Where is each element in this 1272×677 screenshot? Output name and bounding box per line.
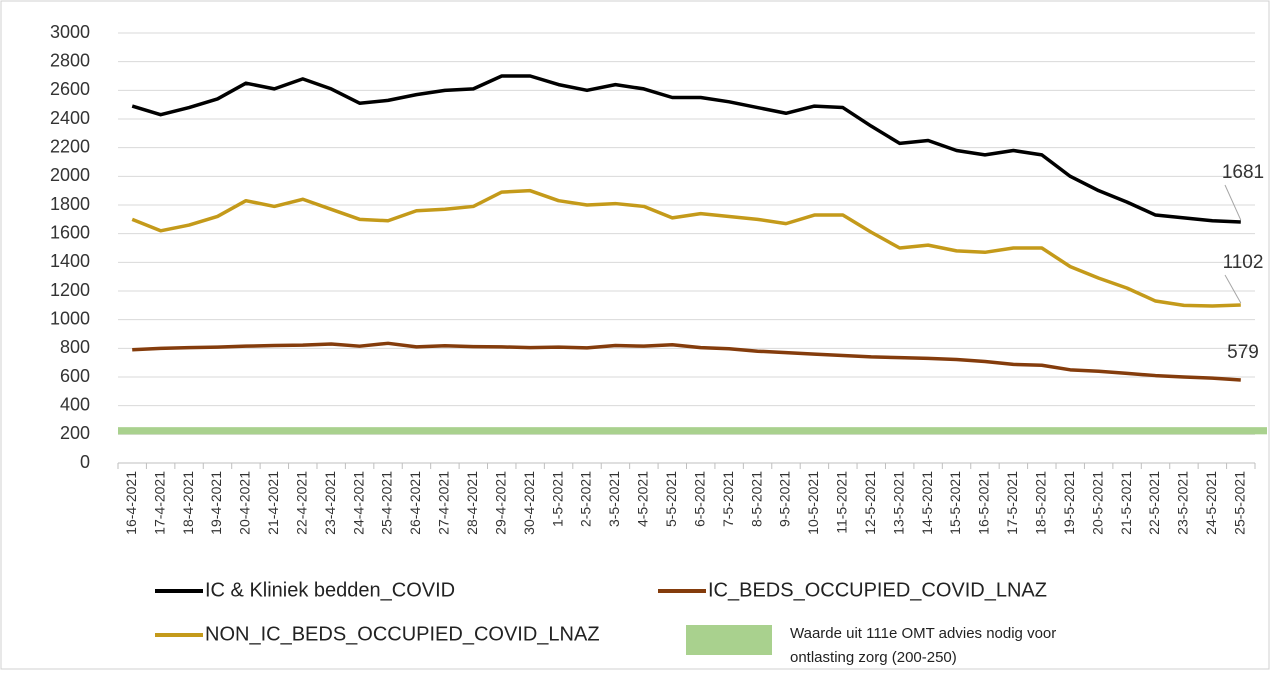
- y-tick-label: 2400: [50, 108, 90, 128]
- x-tick-label: 4-5-2021: [635, 471, 651, 527]
- x-tick-label: 22-4-2021: [293, 471, 309, 535]
- legend-swatch: [686, 625, 772, 655]
- y-tick-label: 2200: [50, 136, 90, 156]
- x-tick-label: 25-4-2021: [379, 471, 395, 535]
- legend-label: ontlasting zorg (200-250): [790, 649, 957, 666]
- x-tick-label: 17-5-2021: [1004, 471, 1020, 535]
- y-tick-label: 400: [60, 394, 90, 414]
- y-tick-label: 2600: [50, 79, 90, 99]
- y-tick-label: 3000: [50, 22, 90, 42]
- x-tick-label: 29-4-2021: [492, 471, 508, 535]
- reference-band: [118, 427, 1267, 435]
- y-tick-label: 1400: [50, 251, 90, 271]
- y-tick-label: 200: [60, 423, 90, 443]
- y-tick-label: 2000: [50, 165, 90, 185]
- x-tick-label: 18-4-2021: [180, 471, 196, 535]
- legend-label: IC_BEDS_OCCUPIED_COVID_LNAZ: [708, 579, 1047, 601]
- legend-label: Waarde uit 111e OMT advies nodig voor: [790, 625, 1056, 642]
- x-tick-label: 9-5-2021: [777, 471, 793, 527]
- x-tick-label: 20-5-2021: [1089, 471, 1105, 535]
- x-tick-label: 19-4-2021: [208, 471, 224, 535]
- y-tick-label: 600: [60, 366, 90, 386]
- x-tick-label: 2-5-2021: [578, 471, 594, 527]
- series-line: [132, 341, 1241, 382]
- x-tick-label: 24-5-2021: [1203, 471, 1219, 535]
- data-label: 1681: [1222, 162, 1264, 183]
- x-tick-label: 21-4-2021: [265, 471, 281, 535]
- x-tick-label: 19-5-2021: [1061, 471, 1077, 535]
- x-tick-label: 6-5-2021: [691, 471, 707, 527]
- x-tick-label: 5-5-2021: [663, 471, 679, 527]
- x-tick-label: 16-4-2021: [123, 471, 139, 535]
- y-tick-label: 2800: [50, 50, 90, 70]
- x-tick-label: 20-4-2021: [237, 471, 253, 535]
- series-line: [131, 74, 1241, 224]
- series-line: [131, 188, 1241, 308]
- x-tick-label: 21-5-2021: [1118, 471, 1134, 535]
- x-tick-label: 10-5-2021: [805, 471, 821, 535]
- legend-label: NON_IC_BEDS_OCCUPIED_COVID_LNAZ: [205, 623, 600, 645]
- x-tick-label: 18-5-2021: [1033, 471, 1049, 535]
- x-tick-label: 8-5-2021: [748, 471, 764, 527]
- x-tick-label: 17-4-2021: [151, 471, 167, 535]
- x-tick-label: 3-5-2021: [606, 471, 622, 527]
- y-tick-label: 1600: [50, 222, 90, 242]
- x-tick-label: 25-5-2021: [1231, 471, 1247, 535]
- y-tick-label: 1800: [50, 194, 90, 214]
- x-tick-label: 15-5-2021: [947, 471, 963, 535]
- y-tick-label: 0: [80, 452, 90, 472]
- label-leader: [1224, 184, 1242, 221]
- x-tick-label: 1-5-2021: [549, 471, 565, 527]
- data-label: 579: [1227, 342, 1259, 363]
- y-tick-label: 1000: [50, 308, 90, 328]
- data-label: 1102: [1223, 252, 1264, 273]
- x-tick-label: 22-5-2021: [1146, 471, 1162, 535]
- x-tick-label: 24-4-2021: [350, 471, 366, 535]
- legend-label: IC & Kliniek bedden_COVID: [205, 579, 455, 601]
- x-tick-label: 23-4-2021: [322, 471, 338, 535]
- label-leader: [1224, 274, 1242, 304]
- x-tick-label: 23-5-2021: [1175, 471, 1191, 535]
- x-tick-label: 26-4-2021: [407, 471, 423, 535]
- x-tick-label: 14-5-2021: [919, 471, 935, 535]
- x-tick-label: 28-4-2021: [464, 471, 480, 535]
- y-tick-label: 1200: [50, 280, 90, 300]
- x-tick-label: 30-4-2021: [521, 471, 537, 535]
- x-tick-label: 27-4-2021: [436, 471, 452, 535]
- x-tick-label: 12-5-2021: [862, 471, 878, 535]
- x-tick-label: 16-5-2021: [976, 471, 992, 535]
- x-tick-label: 13-5-2021: [890, 471, 906, 535]
- y-tick-label: 800: [60, 337, 90, 357]
- x-tick-label: 7-5-2021: [720, 471, 736, 527]
- x-tick-label: 11-5-2021: [834, 471, 850, 534]
